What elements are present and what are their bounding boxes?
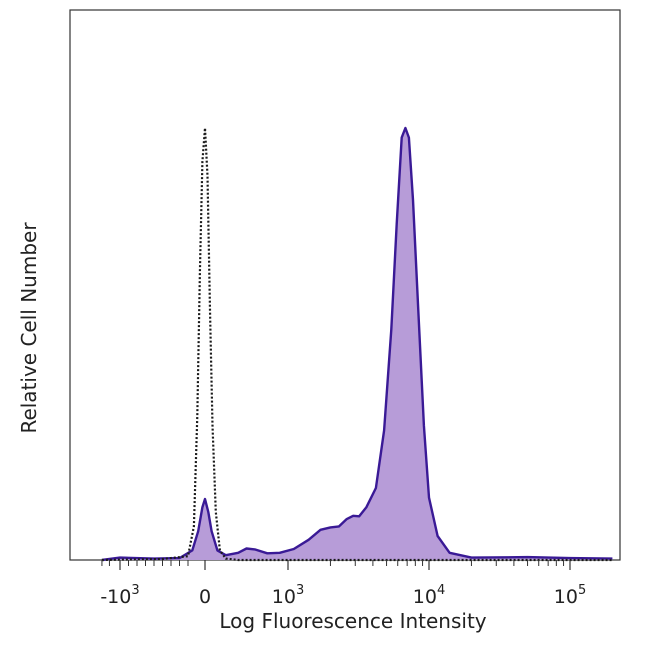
- sample-histogram-line: [101, 126, 613, 562]
- y-axis-title: Relative Cell Number: [17, 222, 41, 434]
- plot-frame: [69, 9, 621, 561]
- sample-histogram-fill: [101, 128, 613, 560]
- x-tick-label: 105: [554, 583, 586, 608]
- x-tick-label: 104: [413, 583, 445, 608]
- x-tick-label: 0: [199, 586, 211, 608]
- x-axis-ticks: -103 0 103 104 105: [100, 560, 586, 608]
- x-tick-label: -103: [100, 583, 139, 608]
- series-layer: [101, 126, 613, 562]
- x-tick-label: 103: [272, 583, 304, 608]
- control-histogram-line: [101, 127, 613, 562]
- x-axis-title: Log Fluorescence Intensity: [219, 609, 486, 633]
